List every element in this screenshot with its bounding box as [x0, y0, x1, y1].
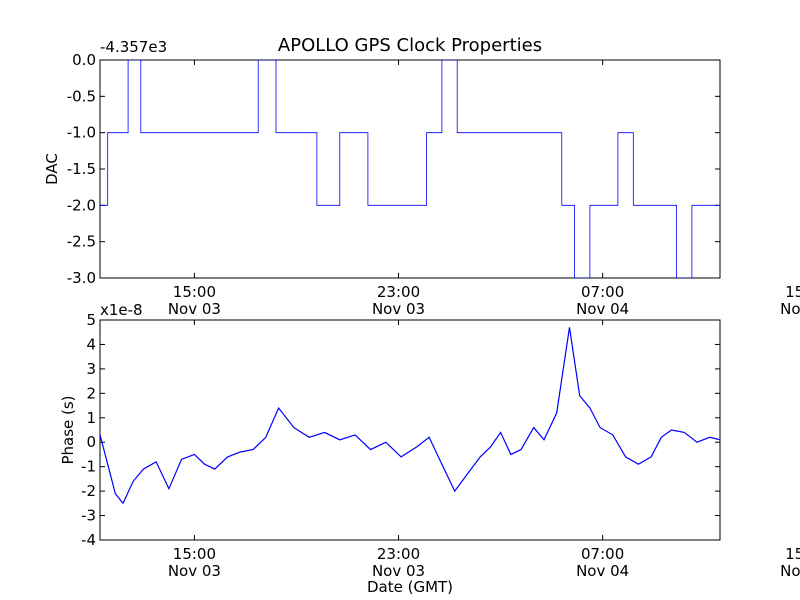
x-tick-date-label: Nov 04 — [780, 562, 800, 580]
x-tick-time-label: 23:00 — [377, 283, 420, 301]
series-line — [100, 60, 720, 278]
y-tick-label: 5 — [86, 311, 96, 329]
x-tick-time-label: 15:00 — [173, 283, 216, 301]
x-tick-time-label: 15:00 — [785, 283, 800, 301]
y-tick-label: -0.5 — [67, 87, 96, 105]
x-tick-time-label: 15:00 — [173, 545, 216, 563]
x-tick-date-label: Nov 04 — [780, 300, 800, 318]
x-tick-date-label: Nov 04 — [576, 562, 629, 580]
y-axis-label: Phase (s) — [59, 395, 77, 464]
y-tick-label: -2 — [81, 482, 96, 500]
y-tick-label: 0.0 — [72, 51, 96, 69]
y-tick-label: -2.0 — [67, 196, 96, 214]
y-axis-label: DAC — [43, 153, 61, 185]
offset-label: x1e-8 — [100, 301, 143, 319]
y-tick-label: -2.5 — [67, 233, 96, 251]
y-tick-label: -3.0 — [67, 269, 96, 287]
y-tick-label: 2 — [86, 384, 96, 402]
x-tick-date-label: Nov 03 — [372, 300, 425, 318]
y-tick-label: 1 — [86, 409, 96, 427]
x-tick-date-label: Nov 03 — [168, 562, 221, 580]
y-tick-label: -1 — [81, 458, 96, 476]
plot-frame — [99, 319, 721, 541]
y-tick-label: -3 — [81, 507, 96, 525]
x-tick-time-label: 23:00 — [377, 545, 420, 563]
y-tick-label: -1.5 — [67, 160, 96, 178]
y-tick-label: -1.0 — [67, 124, 96, 142]
series-line — [100, 327, 720, 505]
x-tick-date-label: Nov 04 — [576, 300, 629, 318]
x-axis-label: Date (GMT) — [367, 578, 453, 596]
offset-label: -4.357e3 — [100, 38, 167, 56]
x-tick-date-label: Nov 03 — [168, 300, 221, 318]
x-tick-time-label: 07:00 — [581, 545, 624, 563]
x-tick-time-label: 15:00 — [785, 545, 800, 563]
y-tick-label: 3 — [86, 360, 96, 378]
chart-title: APOLLO GPS Clock Properties — [278, 35, 542, 56]
y-tick-label: -4 — [81, 531, 96, 549]
plot-frame — [99, 59, 721, 279]
y-tick-label: 4 — [86, 335, 96, 353]
x-tick-time-label: 07:00 — [581, 283, 624, 301]
y-tick-label: 0 — [86, 433, 96, 451]
x-tick-date-label: Nov 03 — [372, 562, 425, 580]
